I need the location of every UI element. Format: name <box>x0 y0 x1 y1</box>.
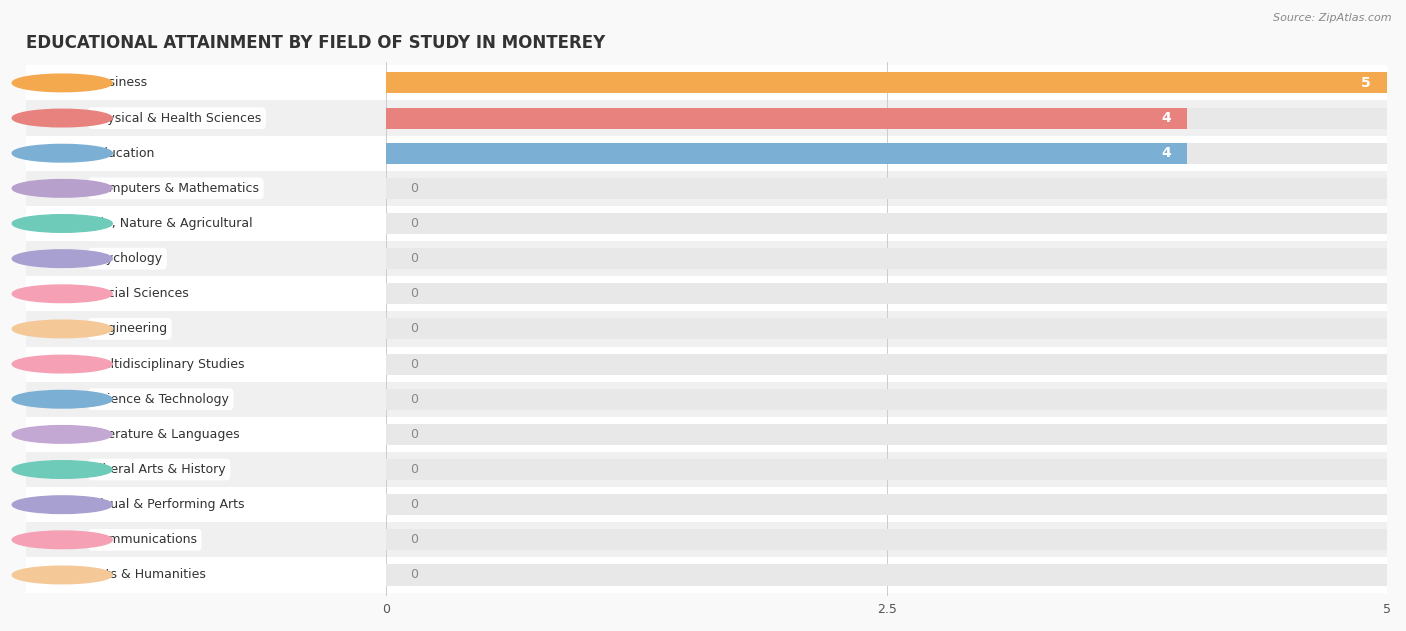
Text: 0: 0 <box>411 569 419 582</box>
Circle shape <box>13 531 112 548</box>
Bar <box>387 353 1386 375</box>
Circle shape <box>13 355 112 373</box>
Bar <box>387 143 1386 164</box>
Circle shape <box>13 391 112 408</box>
Text: 0: 0 <box>411 252 419 265</box>
Text: 0: 0 <box>411 392 419 406</box>
Text: Liberal Arts & History: Liberal Arts & History <box>93 463 226 476</box>
Text: 5: 5 <box>1361 76 1371 90</box>
Bar <box>387 459 1386 480</box>
Bar <box>387 529 1386 550</box>
Bar <box>27 100 1386 136</box>
Bar <box>27 276 1386 311</box>
Bar <box>387 107 1187 129</box>
Bar <box>387 73 1386 93</box>
Bar <box>27 206 1386 241</box>
Text: Engineering: Engineering <box>93 322 167 336</box>
Circle shape <box>13 144 112 162</box>
Bar <box>27 522 1386 557</box>
Circle shape <box>13 285 112 303</box>
Text: EDUCATIONAL ATTAINMENT BY FIELD OF STUDY IN MONTEREY: EDUCATIONAL ATTAINMENT BY FIELD OF STUDY… <box>27 34 606 52</box>
Bar <box>27 171 1386 206</box>
Text: Bio, Nature & Agricultural: Bio, Nature & Agricultural <box>93 217 253 230</box>
Circle shape <box>13 180 112 197</box>
Text: 0: 0 <box>411 428 419 441</box>
Circle shape <box>13 461 112 478</box>
Text: 0: 0 <box>411 358 419 370</box>
Bar <box>27 346 1386 382</box>
Bar <box>387 213 1386 234</box>
Circle shape <box>13 215 112 232</box>
Bar <box>27 557 1386 593</box>
Bar <box>387 564 1386 586</box>
Bar <box>387 494 1386 516</box>
Text: 0: 0 <box>411 217 419 230</box>
Text: Science & Technology: Science & Technology <box>93 392 229 406</box>
Bar <box>27 382 1386 417</box>
Circle shape <box>13 320 112 338</box>
Bar <box>387 143 1187 164</box>
Text: Communications: Communications <box>93 533 197 546</box>
Bar <box>387 107 1386 129</box>
Text: Business: Business <box>93 76 148 90</box>
Text: Education: Education <box>93 146 155 160</box>
Bar <box>27 487 1386 522</box>
Bar <box>27 66 1386 100</box>
Text: Visual & Performing Arts: Visual & Performing Arts <box>93 498 245 511</box>
Text: Physical & Health Sciences: Physical & Health Sciences <box>93 112 262 124</box>
Text: 4: 4 <box>1161 146 1171 160</box>
Circle shape <box>13 109 112 127</box>
Text: 0: 0 <box>411 463 419 476</box>
Bar <box>387 178 1386 199</box>
Text: 0: 0 <box>411 533 419 546</box>
Bar <box>387 73 1386 93</box>
Text: Arts & Humanities: Arts & Humanities <box>93 569 207 582</box>
Text: Social Sciences: Social Sciences <box>93 287 188 300</box>
Text: 0: 0 <box>411 498 419 511</box>
Text: Source: ZipAtlas.com: Source: ZipAtlas.com <box>1274 13 1392 23</box>
Bar <box>387 319 1386 339</box>
Circle shape <box>13 425 112 443</box>
Text: Multidisciplinary Studies: Multidisciplinary Studies <box>93 358 245 370</box>
Circle shape <box>13 496 112 514</box>
Text: 4: 4 <box>1161 111 1171 125</box>
Bar <box>27 241 1386 276</box>
Bar <box>27 136 1386 171</box>
Circle shape <box>13 74 112 91</box>
Text: 0: 0 <box>411 287 419 300</box>
Bar <box>387 424 1386 445</box>
Text: Psychology: Psychology <box>93 252 162 265</box>
Bar <box>27 417 1386 452</box>
Circle shape <box>13 566 112 584</box>
Circle shape <box>13 250 112 268</box>
Bar <box>27 311 1386 346</box>
Bar <box>387 248 1386 269</box>
Bar <box>387 283 1386 304</box>
Bar <box>387 389 1386 410</box>
Text: 0: 0 <box>411 182 419 195</box>
Text: 0: 0 <box>411 322 419 336</box>
Text: Literature & Languages: Literature & Languages <box>93 428 240 441</box>
Text: Computers & Mathematics: Computers & Mathematics <box>93 182 259 195</box>
Bar <box>27 452 1386 487</box>
